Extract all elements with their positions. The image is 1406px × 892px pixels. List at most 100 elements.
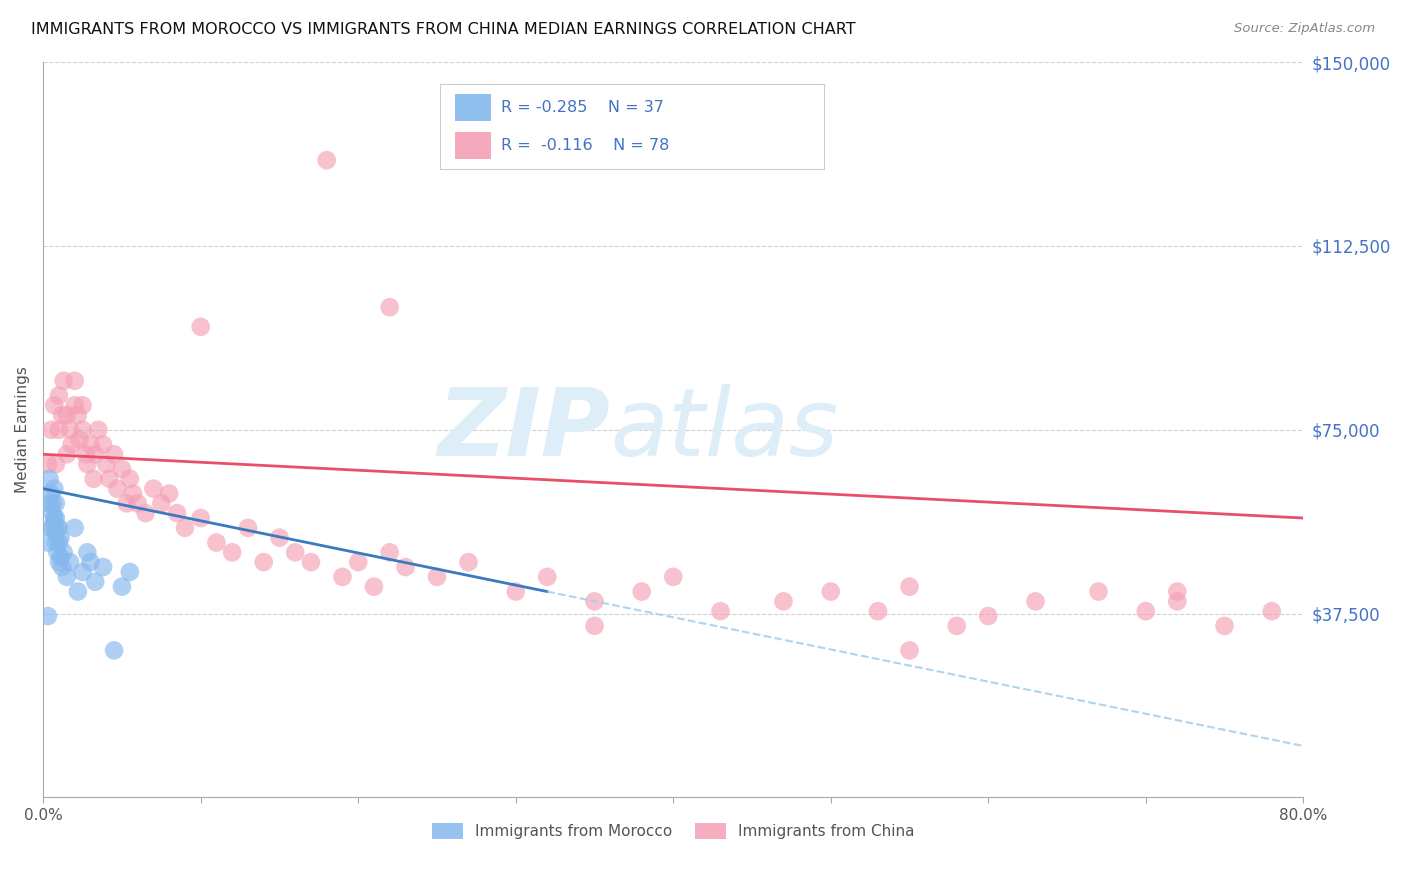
Point	[48, 555, 70, 569]
Point	[84, 574, 107, 589]
Point	[394, 560, 416, 574]
Point	[536, 570, 558, 584]
FancyBboxPatch shape	[440, 84, 824, 169]
Point	[347, 555, 370, 569]
Point	[37, 609, 59, 624]
Point	[583, 594, 606, 608]
Point	[103, 447, 125, 461]
Text: R =  -0.116    N = 78: R = -0.116 N = 78	[501, 138, 669, 153]
Point	[118, 472, 141, 486]
Point	[150, 496, 173, 510]
Point	[41, 521, 63, 535]
Point	[1166, 584, 1188, 599]
Point	[59, 555, 82, 569]
Point	[630, 584, 652, 599]
Point	[105, 482, 128, 496]
Point	[45, 496, 67, 510]
Point	[84, 447, 107, 461]
Point	[221, 545, 243, 559]
Point	[111, 580, 134, 594]
Point	[49, 531, 72, 545]
Point	[1213, 619, 1236, 633]
FancyBboxPatch shape	[456, 94, 491, 120]
Point	[56, 447, 79, 461]
Point	[205, 535, 228, 549]
Point	[332, 570, 354, 584]
Point	[253, 555, 276, 569]
Point	[945, 619, 967, 633]
Point	[72, 565, 94, 579]
Point	[52, 374, 75, 388]
Point	[45, 511, 67, 525]
Point	[56, 570, 79, 584]
Point	[866, 604, 889, 618]
Point	[66, 584, 89, 599]
Point	[363, 580, 385, 594]
Point	[157, 486, 180, 500]
Point	[48, 388, 70, 402]
Point	[378, 300, 401, 314]
Point	[898, 643, 921, 657]
Point	[48, 521, 70, 535]
Point	[772, 594, 794, 608]
Point	[48, 423, 70, 437]
Point	[39, 423, 62, 437]
Point	[44, 511, 66, 525]
Point	[174, 521, 197, 535]
Point	[38, 496, 60, 510]
Point	[1261, 604, 1284, 618]
Point	[315, 153, 337, 168]
Point	[56, 408, 79, 422]
Point	[63, 374, 86, 388]
Point	[41, 506, 63, 520]
Point	[127, 496, 149, 510]
Point	[37, 535, 59, 549]
Point	[709, 604, 731, 618]
Point	[299, 555, 322, 569]
Point	[820, 584, 842, 599]
Point	[48, 535, 70, 549]
Point	[63, 398, 86, 412]
Point	[45, 525, 67, 540]
Point	[142, 482, 165, 496]
Point	[1087, 584, 1109, 599]
Point	[39, 486, 62, 500]
Point	[505, 584, 527, 599]
Point	[46, 545, 69, 559]
Point	[166, 506, 188, 520]
Point	[79, 437, 101, 451]
Point	[87, 423, 110, 437]
Point	[76, 457, 98, 471]
Legend: Immigrants from Morocco, Immigrants from China: Immigrants from Morocco, Immigrants from…	[426, 817, 921, 845]
Point	[72, 398, 94, 412]
Point	[51, 408, 73, 422]
Point	[190, 511, 212, 525]
Point	[111, 462, 134, 476]
Point	[63, 521, 86, 535]
Point	[91, 560, 114, 574]
Point	[236, 521, 259, 535]
Text: IMMIGRANTS FROM MOROCCO VS IMMIGRANTS FROM CHINA MEDIAN EARNINGS CORRELATION CHA: IMMIGRANTS FROM MOROCCO VS IMMIGRANTS FR…	[31, 22, 856, 37]
Point	[49, 550, 72, 565]
Point	[135, 506, 157, 520]
Point	[103, 643, 125, 657]
Point	[96, 457, 118, 471]
Point	[44, 482, 66, 496]
Point	[41, 496, 63, 510]
Point	[426, 570, 449, 584]
Point	[75, 447, 97, 461]
Point	[115, 496, 138, 510]
Point	[83, 472, 105, 486]
Point	[38, 472, 60, 486]
Point	[190, 319, 212, 334]
Point	[118, 565, 141, 579]
Point	[1025, 594, 1047, 608]
Text: ZIP: ZIP	[437, 384, 610, 475]
Point	[91, 437, 114, 451]
Point	[39, 521, 62, 535]
Point	[269, 531, 291, 545]
Point	[1135, 604, 1157, 618]
Point	[37, 457, 59, 471]
Point	[977, 609, 1000, 624]
Point	[1166, 594, 1188, 608]
